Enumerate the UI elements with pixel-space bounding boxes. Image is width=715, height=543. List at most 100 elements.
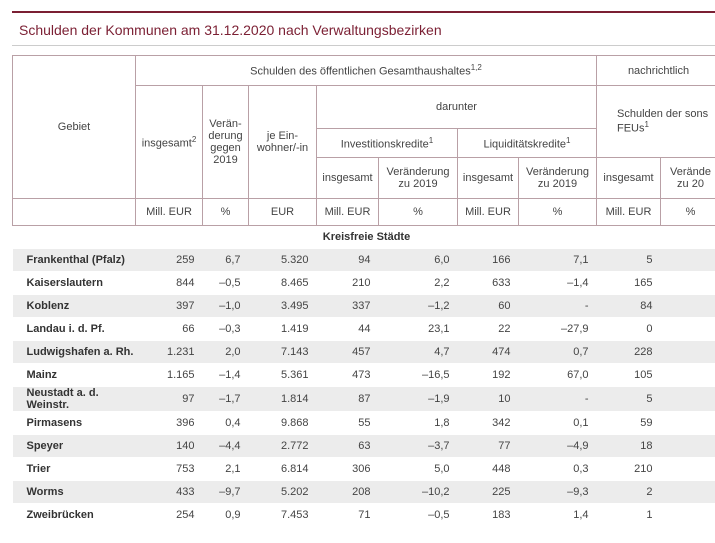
- value-cell: 259: [135, 248, 203, 272]
- header-cell: Liquiditätskredite1: [457, 128, 597, 158]
- value-cell: –1,4: [567, 277, 589, 289]
- value-cell: 1: [646, 509, 653, 521]
- value-cell: 5: [596, 386, 661, 412]
- region-name: Koblenz: [12, 294, 136, 318]
- value-cell: 4,7: [378, 340, 458, 364]
- region-name: Neustadt a. d. Weinstr.: [12, 386, 136, 412]
- value-cell: 2.772: [248, 434, 317, 458]
- value-cell: 210: [634, 463, 653, 475]
- value-cell: 2: [596, 480, 661, 504]
- table-row: Zweibrücken 254 0,9 7.453 71 –0,5 183 1,4 1: [12, 503, 715, 527]
- value-cell: –10,2: [378, 480, 458, 504]
- table-row: Mainz 1.165 –1,4 5.361 473 –16,5 192 67,0 105: [12, 363, 715, 387]
- unit-cell: %: [518, 198, 597, 226]
- region-name: Frankenthal (Pfalz): [12, 248, 136, 272]
- section-label: Kreisfreie Städte: [322, 231, 411, 243]
- header-cell: darunter: [316, 85, 597, 129]
- value-cell: 2,1: [225, 463, 241, 475]
- value-cell: 1,4: [573, 509, 589, 521]
- clipped-cell: [661, 272, 715, 295]
- table-row: Trier 753 2,1 6.814 306 5,0 448 0,3 210: [12, 457, 715, 481]
- header-cell: Verän-derung gegen 2019: [202, 85, 249, 199]
- value-cell: 396: [176, 417, 195, 429]
- table-row: Neustadt a. d. Weinstr. 97 –1,7 1.814 87 –1,9…: [12, 386, 715, 412]
- table-row: Koblenz 397 –1,0 3.495 337 –1,2 60-84: [12, 294, 715, 318]
- header-text: insgesamt: [141, 137, 192, 150]
- header-cell: Investitionskredite1: [316, 128, 458, 158]
- value-cell: 474: [457, 340, 519, 364]
- table-row: Frankenthal (Pfalz) 259 6,7 5.320 94 6,0 166 7,…: [12, 248, 715, 272]
- header-cell: Veränderung zu 2019: [518, 157, 597, 199]
- header-cell: Schulden des öffentlichen Gesamthaushalt…: [135, 55, 597, 86]
- value-cell: 5.202: [248, 480, 317, 504]
- value-cell: –0,5: [428, 509, 450, 521]
- value-cell: 6,7: [202, 248, 249, 272]
- value-cell: 166: [457, 248, 519, 272]
- header-cell: insgesamt: [596, 157, 661, 199]
- value-cell: 225: [457, 480, 519, 504]
- value-cell: 473: [352, 369, 371, 381]
- value-cell: 0: [646, 323, 653, 335]
- value-cell: –1,9: [378, 386, 458, 412]
- value-cell: 5,0: [434, 463, 450, 475]
- clipped-cell: [661, 364, 715, 387]
- value-cell: -: [518, 294, 597, 318]
- header-cell: je Ein-wohner/-in: [248, 85, 317, 199]
- value-cell: 192: [492, 369, 511, 381]
- unit-cell: Mill. EUR: [316, 198, 379, 226]
- table-row: Ludwigshafen a. Rh. 1.231 2,0 7.143 457 4,7 47…: [12, 340, 715, 364]
- footnote: 2: [191, 134, 197, 144]
- value-cell: 84: [596, 294, 661, 318]
- region-name: Ludwigshafen a. Rh.: [12, 340, 136, 364]
- value-cell: –0,3: [219, 323, 241, 335]
- value-cell: –3,7: [378, 434, 458, 458]
- region-name: Zweibrücken: [26, 509, 94, 521]
- value-cell: 22: [498, 323, 511, 335]
- header-cell: insgesamt: [457, 157, 519, 199]
- value-cell: 60: [457, 294, 519, 318]
- value-cell: 208: [316, 480, 379, 504]
- value-cell: 2,0: [202, 340, 249, 364]
- value-cell: 7,1: [518, 248, 597, 272]
- value-cell: –9,7: [202, 480, 249, 504]
- value-cell: –16,5: [421, 369, 450, 381]
- header-text: Schulden des öffentlichen Gesamthaushalt…: [250, 65, 471, 78]
- value-cell: 1.165: [166, 369, 195, 381]
- value-cell: 448: [492, 463, 511, 475]
- unit-cell: EUR: [248, 198, 317, 226]
- value-cell: 433: [135, 480, 203, 504]
- value-cell: 6,0: [378, 248, 458, 272]
- value-cell: 23,1: [428, 323, 450, 335]
- value-cell: 7.143: [248, 340, 317, 364]
- value-cell: 77: [457, 434, 519, 458]
- value-cell: 67,0: [567, 369, 589, 381]
- table-wrap: Gebiet Schulden des öffentlichen Gesamth…: [12, 55, 715, 543]
- value-cell: 5.361: [280, 369, 309, 381]
- table-row: Pirmasens 396 0,4 9.868 55 1,8 342 0,1 59: [12, 411, 715, 435]
- value-cell: 306: [352, 463, 371, 475]
- debt-table: Gebiet Schulden des öffentlichen Gesamth…: [12, 55, 715, 526]
- value-cell: 7.453: [280, 509, 309, 521]
- value-cell: 10: [457, 386, 519, 412]
- value-cell: –1,4: [219, 369, 241, 381]
- value-cell: 87: [316, 386, 379, 412]
- header-text: Investitionskredite: [340, 138, 429, 151]
- clipped-cell: [660, 248, 715, 272]
- header-cell: Gebiet: [12, 55, 136, 199]
- region-name: Landau i. d. Pf.: [26, 323, 105, 335]
- value-cell: 457: [316, 340, 379, 364]
- unit-cell: %: [378, 198, 458, 226]
- value-cell: –0,5: [219, 277, 241, 289]
- value-cell: 55: [358, 417, 371, 429]
- value-cell: –1,2: [378, 294, 458, 318]
- value-cell: 1.419: [280, 323, 309, 335]
- footnote: 1: [428, 135, 434, 145]
- value-cell: 0,3: [573, 463, 589, 475]
- value-cell: 3.495: [248, 294, 317, 318]
- region-name: Kaiserslautern: [26, 277, 103, 289]
- title-rule: [12, 11, 715, 13]
- value-cell: 633: [492, 277, 511, 289]
- value-cell: 165: [634, 277, 653, 289]
- value-cell: 1.814: [248, 386, 317, 412]
